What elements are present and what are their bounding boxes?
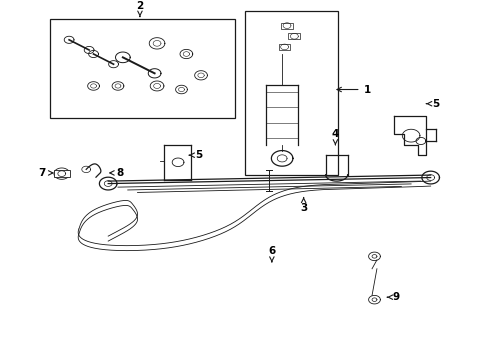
Text: 6: 6 [268, 246, 275, 262]
Bar [281, 23, 293, 28]
Bar [289, 33, 300, 39]
Text: 2: 2 [136, 1, 144, 17]
Text: 1: 1 [337, 85, 371, 95]
Bar [279, 44, 291, 50]
Text: 8: 8 [110, 168, 124, 178]
Bar [49, 18, 235, 118]
Text: 5: 5 [426, 99, 439, 109]
Text: 9: 9 [387, 292, 400, 302]
Bar [54, 170, 70, 177]
Text: 4: 4 [332, 129, 339, 145]
Text: 5: 5 [189, 150, 202, 160]
Text: 7: 7 [39, 168, 53, 178]
Bar [245, 12, 338, 175]
Text: 3: 3 [300, 198, 307, 213]
